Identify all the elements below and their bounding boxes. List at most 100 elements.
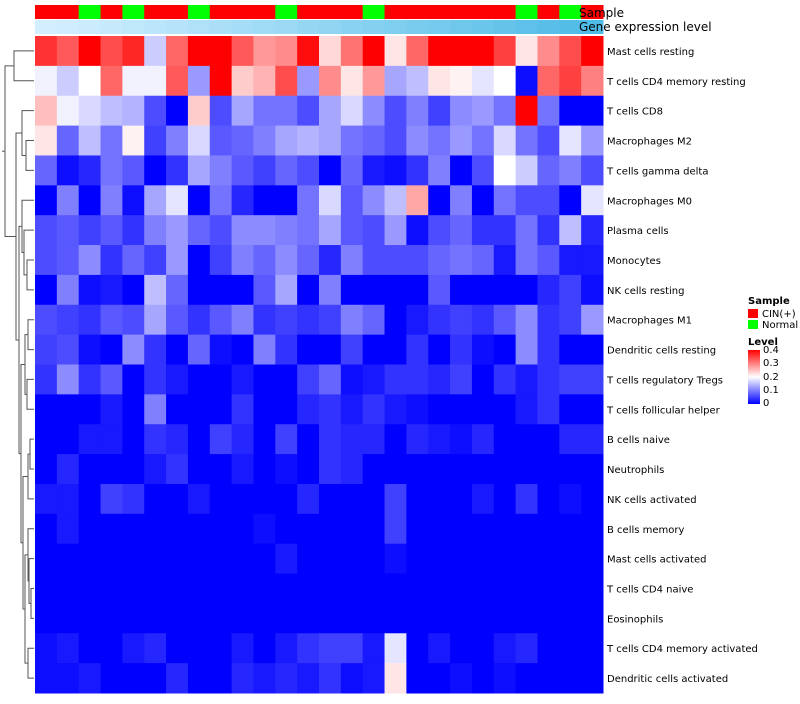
row-dendrogram	[2, 50, 34, 679]
heatmap-cell	[384, 95, 407, 127]
heatmap-cell	[340, 65, 364, 97]
heatmap-cell	[471, 663, 495, 694]
heatmap-cell	[581, 95, 604, 127]
heatmap-cell	[78, 274, 102, 306]
heatmap-cell	[319, 633, 342, 664]
row-label: Macrophages M2	[607, 137, 692, 148]
heatmap-cell	[122, 245, 145, 276]
heatmap-cell	[471, 513, 495, 545]
heatmap-cell	[100, 125, 123, 156]
heatmap-cell	[253, 573, 276, 604]
heatmap-cell	[428, 454, 451, 485]
gene-expression-annotation-cell	[187, 20, 211, 34]
heatmap-cell	[406, 215, 429, 246]
dendrogram-branch	[25, 140, 34, 171]
row-label: T cells CD4 memory activated	[606, 644, 758, 655]
heatmap-cell	[319, 304, 342, 336]
sample-annotation-cell	[231, 5, 254, 19]
heatmap-cell	[406, 573, 429, 604]
sample-annotation-cell	[515, 5, 538, 19]
sample-annotation-cell	[384, 5, 407, 19]
dendrogram-branch	[23, 229, 34, 276]
heatmap-cell	[493, 215, 517, 246]
heatmap-cell	[319, 95, 342, 127]
heatmap-cell	[559, 125, 582, 156]
heatmap-cell	[384, 573, 407, 604]
heatmap-cell	[187, 603, 211, 634]
heatmap-cell	[515, 304, 538, 336]
heatmap-cell	[450, 513, 473, 545]
heatmap-cell	[581, 215, 604, 246]
gene-expression-annotation-cell	[275, 20, 298, 34]
heatmap-cell	[362, 304, 386, 336]
heatmap-cell	[559, 95, 582, 127]
heatmap-cell	[450, 36, 473, 67]
heatmap-cell	[122, 36, 145, 67]
heatmap-cell	[275, 245, 298, 276]
heatmap-cell	[362, 155, 386, 186]
heatmap-cell	[187, 274, 211, 306]
heatmap-cell	[515, 424, 538, 455]
heatmap-cell	[384, 185, 407, 216]
heatmap-cell	[493, 663, 517, 694]
heatmap-cell	[340, 543, 364, 575]
row-label: T cells follicular helper	[606, 405, 721, 416]
heatmap-cell	[406, 125, 429, 156]
heatmap-cell	[187, 454, 211, 485]
heatmap-cell	[56, 304, 80, 336]
heatmap-cell	[297, 95, 320, 127]
heatmap-cell	[275, 633, 298, 664]
heatmap-cell	[297, 573, 320, 604]
heatmap-cell	[319, 603, 342, 634]
heatmap-cell	[122, 125, 145, 156]
heatmap-cell	[187, 543, 211, 575]
heatmap-cell	[340, 364, 364, 395]
dendrogram-branch	[27, 319, 34, 351]
heatmap-cell	[100, 603, 123, 634]
heatmap-cell	[78, 36, 102, 67]
sample-annotation-cell	[471, 5, 495, 19]
legend-swatch-cin	[748, 309, 758, 318]
heatmap-cell	[297, 513, 320, 545]
heatmap-cell	[253, 633, 276, 664]
heatmap-cell	[471, 274, 495, 306]
heatmap-cell	[78, 543, 102, 575]
heatmap-cell	[35, 454, 58, 485]
heatmap-cell	[122, 513, 145, 545]
heatmap-cell	[275, 543, 298, 575]
heatmap-cell	[297, 663, 320, 694]
sample-annotation-cell	[428, 5, 451, 19]
gene-expression-track-label: Gene expression level	[579, 20, 712, 34]
heatmap-cell	[406, 274, 429, 306]
heatmap-cell	[56, 155, 80, 186]
heatmap-cell	[537, 95, 560, 127]
heatmap-cell	[253, 304, 276, 336]
heatmap-cell	[559, 36, 582, 67]
heatmap-cell	[187, 513, 211, 545]
heatmap-cell	[166, 454, 189, 485]
heatmap-cell	[231, 513, 254, 545]
heatmap-cell	[340, 483, 364, 515]
heatmap-cell	[35, 364, 58, 395]
sample-annotation-cell	[537, 5, 560, 19]
heatmap-cell	[450, 394, 473, 425]
row-label: Monocytes	[607, 256, 661, 267]
heatmap-cell	[100, 663, 123, 694]
sample-annotation-cell	[581, 5, 604, 19]
heatmap-cell	[450, 454, 473, 485]
dendrogram-branch	[21, 110, 34, 156]
heatmap-cell	[428, 483, 451, 515]
heatmap-cell	[450, 334, 473, 365]
heatmap-cell	[231, 36, 254, 67]
heatmap-cell	[515, 543, 538, 575]
heatmap-cell	[515, 603, 538, 634]
heatmap-cell	[78, 603, 102, 634]
level-legend: Level 0.4 0.3 0.2 0.1 0	[748, 337, 779, 409]
heatmap-cell	[581, 483, 604, 515]
heatmap-cell	[515, 65, 538, 97]
gene-expression-annotation-cell	[515, 20, 538, 34]
sample-annotation-cell	[100, 5, 123, 19]
heatmap-cell	[450, 483, 473, 515]
sample-annotation-cell	[56, 5, 80, 19]
